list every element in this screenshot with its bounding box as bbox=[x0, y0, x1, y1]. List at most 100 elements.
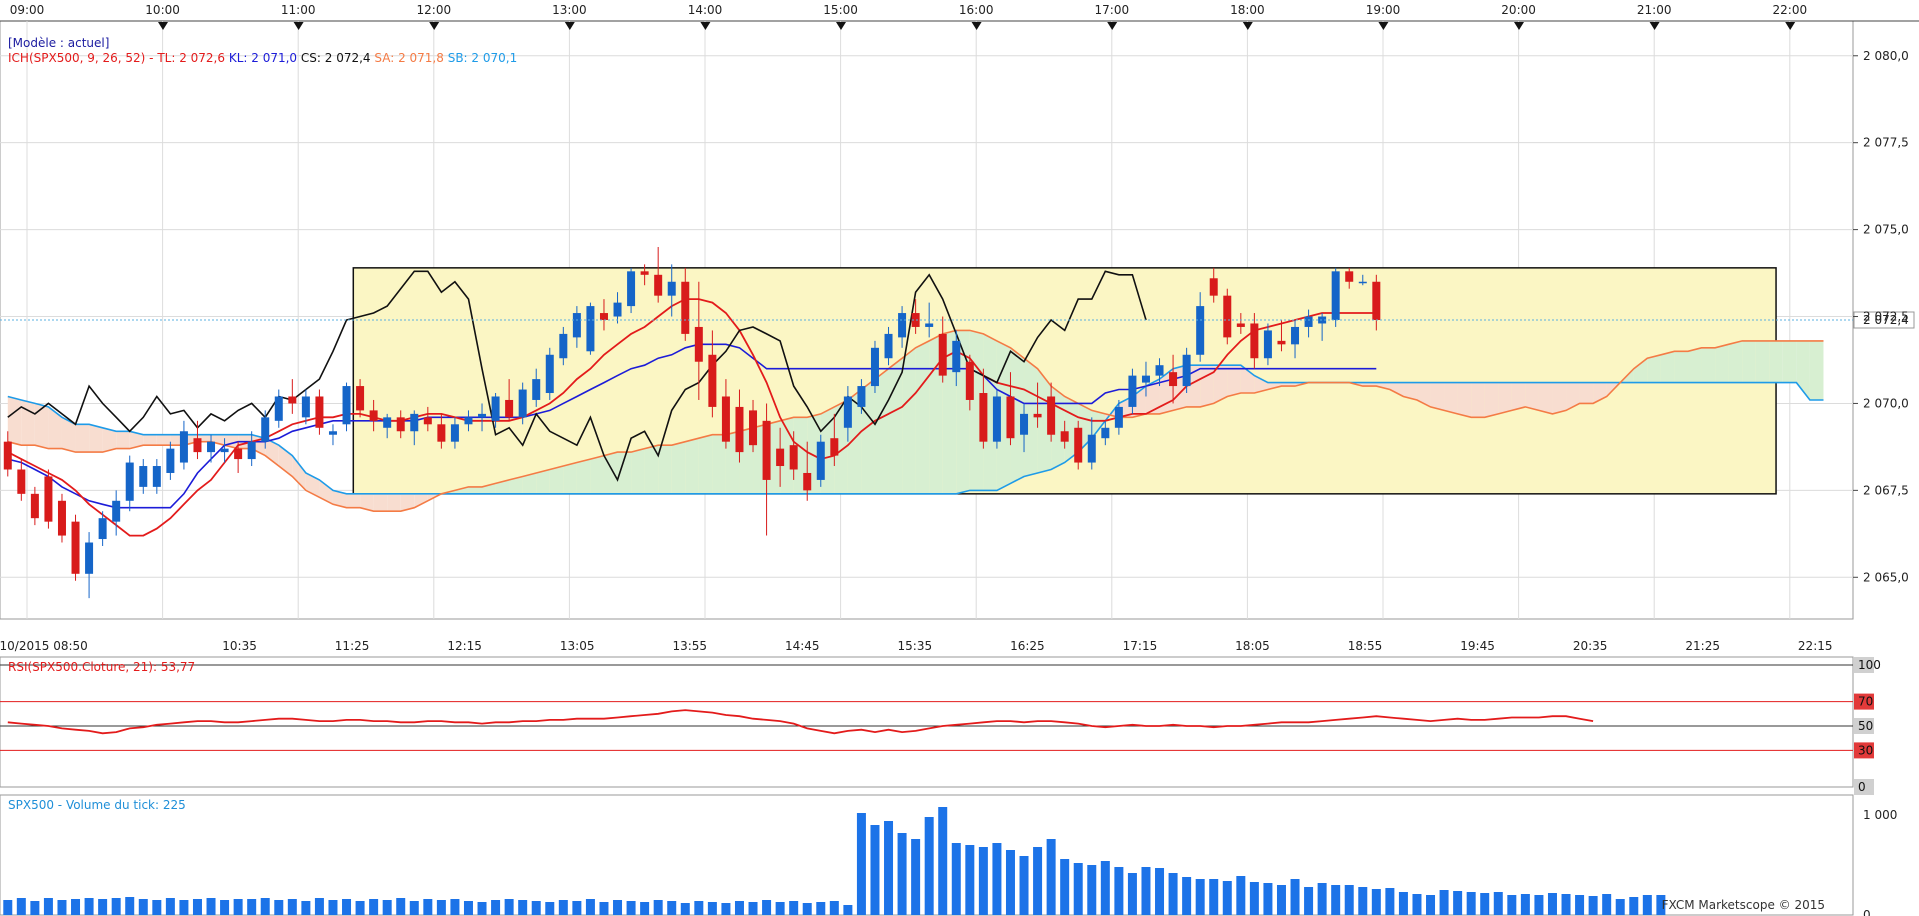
volume-bar bbox=[613, 900, 623, 915]
volume-bar bbox=[504, 899, 514, 915]
cloud-segment bbox=[671, 441, 686, 494]
bearish-candle bbox=[1209, 278, 1218, 296]
volume-bar bbox=[640, 902, 650, 915]
current-price-box bbox=[1853, 311, 1915, 329]
top-time-label: 16:00 bbox=[959, 3, 994, 17]
cloud-segment bbox=[1471, 382, 1485, 418]
bullish-candle bbox=[1087, 434, 1096, 463]
volume-bar bbox=[30, 901, 40, 915]
cloud-segment bbox=[1511, 382, 1526, 411]
bullish-candle bbox=[1141, 375, 1150, 383]
volume-chart[interactable]: 0 1 000 bbox=[3, 807, 1897, 916]
cloud-segment bbox=[1430, 382, 1445, 411]
bearish-candle bbox=[505, 399, 514, 418]
bullish-candle bbox=[247, 441, 256, 460]
bearish-candle bbox=[1169, 372, 1178, 387]
volume-bar bbox=[721, 903, 731, 915]
volume-bar bbox=[1236, 876, 1246, 915]
cloud-segment bbox=[1403, 382, 1417, 400]
cloud-segment bbox=[1647, 354, 1661, 383]
cloud-segment bbox=[617, 452, 632, 494]
rsi-axis-label: 0 bbox=[1858, 780, 1866, 794]
bottom-time-label: 12:15 bbox=[447, 639, 482, 653]
volume-bar bbox=[1575, 895, 1585, 915]
bearish-candle bbox=[1006, 396, 1015, 439]
volume-bar bbox=[192, 899, 202, 915]
bearish-candle bbox=[789, 445, 798, 470]
rsi-axis-box bbox=[1854, 742, 1874, 759]
cloud-segment bbox=[360, 493, 374, 512]
volume-bar bbox=[992, 843, 1002, 915]
top-time-label: 19:00 bbox=[1366, 3, 1401, 17]
volume-bar bbox=[342, 899, 352, 915]
bearish-candle bbox=[1250, 323, 1259, 359]
cloud-segment bbox=[1498, 382, 1512, 414]
top-time-label: 12:00 bbox=[417, 3, 452, 17]
volume-bar bbox=[1304, 887, 1314, 915]
bullish-candle bbox=[152, 466, 161, 487]
session-marker-icon bbox=[1785, 22, 1796, 30]
bullish-candle bbox=[667, 281, 676, 296]
cloud-segment bbox=[400, 493, 415, 512]
volume-bar bbox=[816, 902, 826, 915]
cloud-segment bbox=[129, 431, 144, 449]
top-time-label: 11:00 bbox=[281, 3, 316, 17]
volume-bar bbox=[57, 900, 67, 915]
volume-bar bbox=[1385, 888, 1395, 915]
bearish-candle bbox=[735, 406, 744, 453]
cloud-segment bbox=[1457, 382, 1472, 418]
volume-bar bbox=[911, 839, 921, 915]
cloud-segment bbox=[414, 493, 428, 508]
volume-bar bbox=[1114, 867, 1124, 915]
volume-bar bbox=[1493, 892, 1503, 915]
cloud-segment bbox=[1227, 365, 1241, 397]
cloud-segment bbox=[1389, 382, 1404, 397]
bearish-candle bbox=[762, 420, 771, 480]
bearish-candle bbox=[71, 521, 80, 574]
y-axis-label: 2 067,5 bbox=[1863, 483, 1909, 497]
volume-bar bbox=[111, 898, 121, 915]
bearish-candle bbox=[369, 410, 378, 421]
volume-bar bbox=[1629, 897, 1639, 915]
bottom-time-label: 26/10/2015 08:50 bbox=[0, 639, 88, 653]
volume-bar bbox=[287, 899, 297, 915]
cloud-segment bbox=[712, 434, 726, 494]
bearish-candle bbox=[356, 386, 365, 411]
y-axis-label: 2 065,0 bbox=[1863, 570, 1909, 584]
bullish-candle bbox=[816, 441, 825, 480]
session-marker-icon bbox=[1649, 22, 1660, 30]
volume-bar bbox=[1615, 899, 1625, 915]
bearish-candle bbox=[193, 438, 202, 453]
cloud-segment bbox=[1674, 351, 1688, 383]
volume-bar bbox=[1466, 892, 1476, 915]
volume-bar bbox=[233, 899, 243, 915]
volume-bar bbox=[396, 898, 406, 915]
cloud-segment bbox=[346, 493, 361, 508]
volume-bar bbox=[762, 900, 772, 915]
bearish-candle bbox=[965, 361, 974, 400]
bearish-candle bbox=[1223, 295, 1232, 338]
volume-bar bbox=[71, 899, 81, 915]
bearish-candle bbox=[979, 393, 988, 442]
volume-bar bbox=[1249, 882, 1259, 915]
ichimoku-legend: ICH(SPX500, 9, 26, 52) - TL: 2 072,6 KL:… bbox=[8, 51, 517, 65]
session-marker-icon bbox=[158, 22, 168, 30]
bottom-time-label: 13:05 bbox=[560, 639, 595, 653]
volume-bar bbox=[558, 900, 568, 915]
volume-bar bbox=[680, 903, 690, 915]
bullish-candle bbox=[1196, 306, 1205, 355]
candles[interactable] bbox=[3, 246, 1381, 599]
volume-bar bbox=[1046, 839, 1056, 915]
rsi-axis-label: 30 bbox=[1858, 743, 1873, 757]
volume-bar bbox=[274, 900, 284, 915]
cloud-segment bbox=[902, 347, 916, 494]
bullish-candle bbox=[518, 389, 527, 418]
bullish-candle bbox=[301, 396, 310, 418]
bullish-candle bbox=[857, 386, 866, 407]
bullish-candle bbox=[383, 417, 392, 428]
cloud-segment bbox=[1376, 382, 1390, 390]
cloud-segment bbox=[1200, 365, 1214, 407]
volume-bar bbox=[491, 900, 501, 915]
bottom-time-label: 15:35 bbox=[898, 639, 933, 653]
cloud-segment bbox=[1579, 382, 1594, 404]
